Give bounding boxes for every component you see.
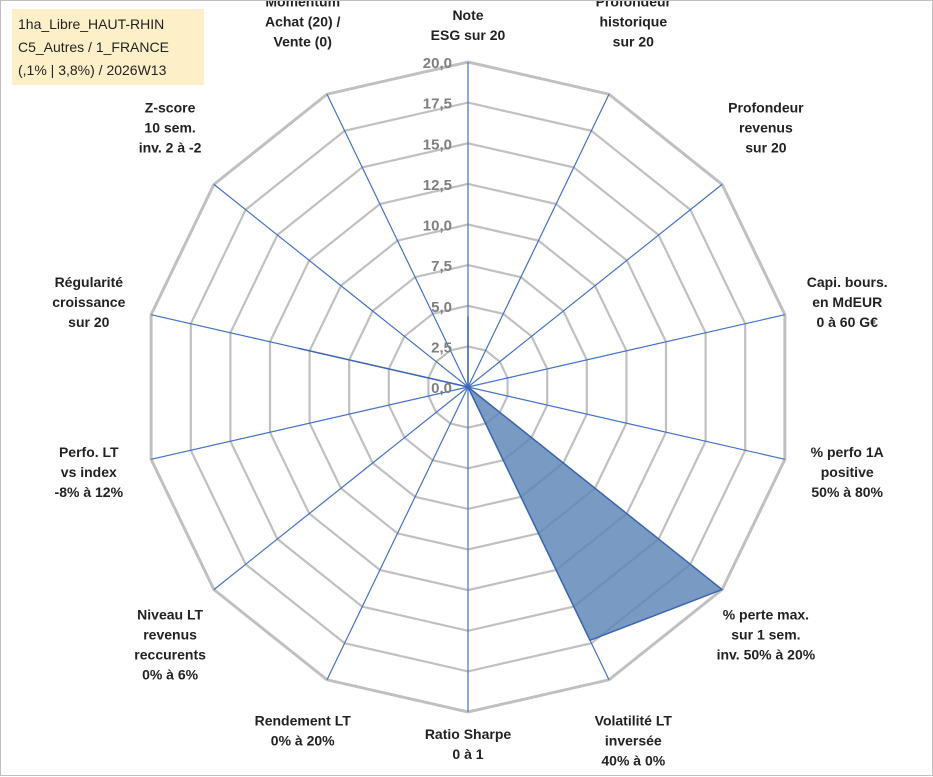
axis-label-11-line-2: sur 20 — [68, 314, 109, 330]
axis-label-12-line-1: 10 sem. — [144, 120, 195, 136]
tick-label-2: 5,0 — [431, 299, 452, 316]
info-line-1: 1ha_Libre_HAUT-RHIN — [18, 13, 198, 36]
axis-label-0-line-0: Note — [452, 7, 483, 23]
axis-label-10: Perfo. LT vs index -8% à 12% — [55, 444, 124, 500]
info-box: 1ha_Libre_HAUT-RHIN C5_Autres / 1_FRANCE… — [12, 9, 204, 85]
axis-label-0-line-1: ESG sur 20 — [431, 27, 506, 43]
axis-label-6-line-2: 40% à 0% — [601, 752, 665, 768]
axis-label-12-line-2: inv. 2 à -2 — [139, 140, 202, 156]
axis-label-13-line-0: Momentum — [265, 1, 340, 10]
axis-label-9-line-2: reccurents — [134, 647, 206, 663]
axis-label-0: Note ESG sur 20 — [431, 7, 506, 43]
axis-label-11: Régularité croissance sur 20 — [52, 274, 125, 330]
axis-label-11-line-1: croissance — [52, 294, 125, 310]
axis-label-12-line-0: Z-score — [145, 100, 196, 116]
axis-label-8: Rendement LT 0% à 20% — [255, 712, 352, 748]
axis-label-3-line-2: 0 à 60 G€ — [816, 314, 878, 330]
axis-label-6-line-0: Volatilité LT — [595, 712, 673, 728]
axis-label-7-line-1: 0 à 1 — [452, 746, 483, 762]
axis-label-9-line-1: revenus — [143, 627, 197, 643]
axis-label-4-line-2: 50% à 80% — [811, 484, 883, 500]
axis-label-13-line-2: Vente (0) — [274, 34, 332, 50]
axis-label-9-line-3: 0% à 6% — [142, 667, 199, 683]
info-line-2: C5_Autres / 1_FRANCE — [18, 36, 198, 59]
axis-label-12: Z-score 10 sem. inv. 2 à -2 — [139, 100, 202, 156]
axis-label-7-line-0: Ratio Sharpe — [425, 726, 512, 742]
axis-label-1-line-2: sur 20 — [613, 34, 654, 50]
axis-label-9-line-0: Niveau LT — [137, 607, 203, 623]
axis-label-11-line-0: Régularité — [55, 274, 124, 290]
axis-label-4-line-0: % perfo 1A — [811, 444, 884, 460]
axis-label-6-line-1: inversée — [605, 732, 662, 748]
axis-label-4-line-1: positive — [821, 464, 874, 480]
tick-label-3: 7,5 — [431, 258, 452, 275]
axis-label-2-line-0: Profondeur — [728, 100, 804, 116]
axis-label-5: % perte max. sur 1 sem. inv. 50% à 20% — [717, 607, 816, 663]
axis-label-9: Niveau LT revenus reccurents 0% à 6% — [134, 607, 206, 683]
axis-label-3-line-0: Capi. bours. — [807, 274, 888, 290]
axis-label-5-line-2: inv. 50% à 20% — [717, 647, 816, 663]
axis-label-2: Profondeur revenus sur 20 — [728, 100, 804, 156]
radar-series — [298, 317, 722, 640]
axis-spoke-8 — [327, 387, 468, 680]
info-line-3: (,1% | 3,8%) / 2026W13 — [18, 59, 198, 82]
tick-label-6: 15,0 — [423, 136, 452, 153]
axis-label-13: Momentum Achat (20) / Vente (0) — [265, 1, 341, 50]
axis-label-2-line-1: revenus — [739, 120, 793, 136]
axis-label-5-line-1: sur 1 sem. — [731, 627, 800, 643]
axis-label-3: Capi. bours. en MdEUR 0 à 60 G€ — [807, 274, 888, 330]
axis-label-10-line-1: vs index — [61, 464, 117, 480]
axis-label-13-line-1: Achat (20) / — [265, 14, 341, 30]
axis-label-5-line-0: % perte max. — [723, 607, 809, 623]
axis-label-2-line-2: sur 20 — [745, 140, 786, 156]
radar-tick-labels: 0,0 2,5 5,0 7,5 10,0 12,5 15,0 17,5 20,0 — [423, 55, 452, 397]
tick-label-5: 12,5 — [423, 177, 452, 194]
axis-label-8-line-0: Rendement LT — [255, 712, 352, 728]
tick-label-8: 20,0 — [423, 55, 452, 72]
tick-label-7: 17,5 — [423, 96, 452, 113]
axis-label-7: Ratio Sharpe 0 à 1 — [425, 726, 512, 762]
tick-label-1: 2,5 — [431, 339, 452, 356]
axis-label-10-line-0: Perfo. LT — [59, 444, 119, 460]
axis-label-1-line-0: Profondeur — [596, 1, 672, 10]
axis-label-3-line-1: en MdEUR — [812, 294, 882, 310]
series-area — [299, 317, 723, 640]
axis-label-8-line-1: 0% à 20% — [271, 732, 335, 748]
tick-label-0: 0,0 — [431, 380, 452, 397]
radar-axis-labels: Note ESG sur 20 Profondeur historique sur 20… — [52, 1, 887, 768]
axis-label-6: Volatilité LT inversée 40% à 0% — [595, 712, 673, 768]
tick-label-4: 10,0 — [423, 218, 452, 235]
axis-label-1-line-1: historique — [599, 14, 667, 30]
axis-label-1: Profondeur historique sur 20 — [596, 1, 672, 50]
axis-label-4: % perfo 1A positive 50% à 80% — [811, 444, 884, 500]
axis-spoke-1 — [468, 94, 609, 387]
axis-label-10-line-2: -8% à 12% — [55, 484, 124, 500]
